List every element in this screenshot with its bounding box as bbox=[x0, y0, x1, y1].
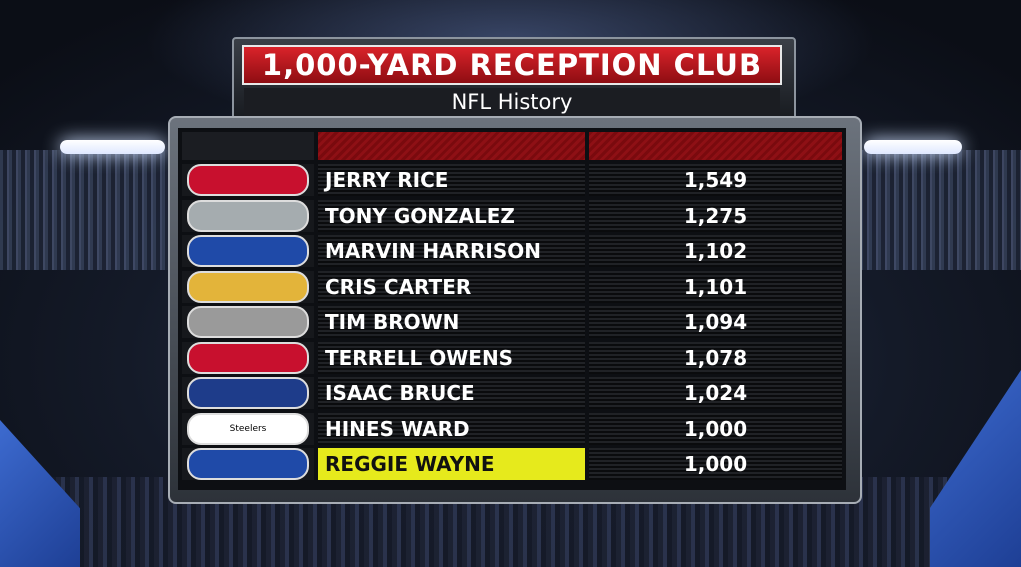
player-name: CRIS CARTER bbox=[318, 271, 585, 303]
stands-left bbox=[0, 150, 170, 270]
header-logo-cell bbox=[182, 132, 314, 160]
team-logo-cell bbox=[182, 271, 314, 303]
table-row: ISAAC BRUCE 1,024 bbox=[0, 377, 1021, 410]
reception-count: 1,094 bbox=[589, 306, 842, 338]
player-name: TONY GONZALEZ bbox=[318, 200, 585, 232]
team-logo-cell bbox=[182, 448, 314, 480]
colts-logo bbox=[187, 448, 309, 480]
team-logo-cell bbox=[182, 342, 314, 374]
player-name: JERRY RICE bbox=[318, 164, 585, 196]
reception-count: 1,078 bbox=[589, 342, 842, 374]
rams-logo bbox=[187, 377, 309, 409]
player-name: MARVIN HARRISON bbox=[318, 235, 585, 267]
player-name: REGGIE WAYNE bbox=[318, 448, 585, 480]
falcons-logo bbox=[187, 200, 309, 232]
header-name-cell bbox=[318, 132, 585, 160]
table-row: TONY GONZALEZ 1,275 bbox=[0, 200, 1021, 233]
colts-logo bbox=[187, 235, 309, 267]
graphic-subtitle: NFL History bbox=[244, 88, 780, 116]
reception-count: 1,549 bbox=[589, 164, 842, 196]
reception-count: 1,000 bbox=[589, 448, 842, 480]
player-name: HINES WARD bbox=[318, 413, 585, 445]
graphic-title: 1,000-YARD RECEPTION CLUB bbox=[242, 45, 782, 85]
reception-count: 1,102 bbox=[589, 235, 842, 267]
team-logo-cell bbox=[182, 200, 314, 232]
team-logo-cell: Steelers bbox=[182, 413, 314, 445]
header-value-cell bbox=[589, 132, 842, 160]
reception-count: 1,024 bbox=[589, 377, 842, 409]
reception-count: 1,000 bbox=[589, 413, 842, 445]
team-logo-cell bbox=[182, 377, 314, 409]
player-name: ISAAC BRUCE bbox=[318, 377, 585, 409]
table-row: CRIS CARTER 1,101 bbox=[0, 271, 1021, 304]
team-logo-cell bbox=[182, 306, 314, 338]
vikings-logo bbox=[187, 271, 309, 303]
steelers-logo: Steelers bbox=[187, 413, 309, 445]
table-row: Steelers HINES WARD 1,000 bbox=[0, 413, 1021, 446]
stands-right bbox=[860, 150, 1021, 270]
stadium-lights-right bbox=[864, 140, 962, 154]
player-name: TIM BROWN bbox=[318, 306, 585, 338]
table-row: MARVIN HARRISON 1,102 bbox=[0, 235, 1021, 268]
stadium-lights-left bbox=[60, 140, 165, 154]
logo-text: Steelers bbox=[229, 424, 267, 434]
reception-count: 1,275 bbox=[589, 200, 842, 232]
reception-count: 1,101 bbox=[589, 271, 842, 303]
table-row: TERRELL OWENS 1,078 bbox=[0, 342, 1021, 375]
table-row: REGGIE WAYNE 1,000 bbox=[0, 448, 1021, 481]
49ers-logo bbox=[187, 164, 309, 196]
table-row: TIM BROWN 1,094 bbox=[0, 306, 1021, 339]
team-logo-cell bbox=[182, 164, 314, 196]
table-row: JERRY RICE 1,549 bbox=[0, 164, 1021, 197]
49ers-logo bbox=[187, 342, 309, 374]
raiders-logo bbox=[187, 306, 309, 338]
team-logo-cell bbox=[182, 235, 314, 267]
player-name: TERRELL OWENS bbox=[318, 342, 585, 374]
